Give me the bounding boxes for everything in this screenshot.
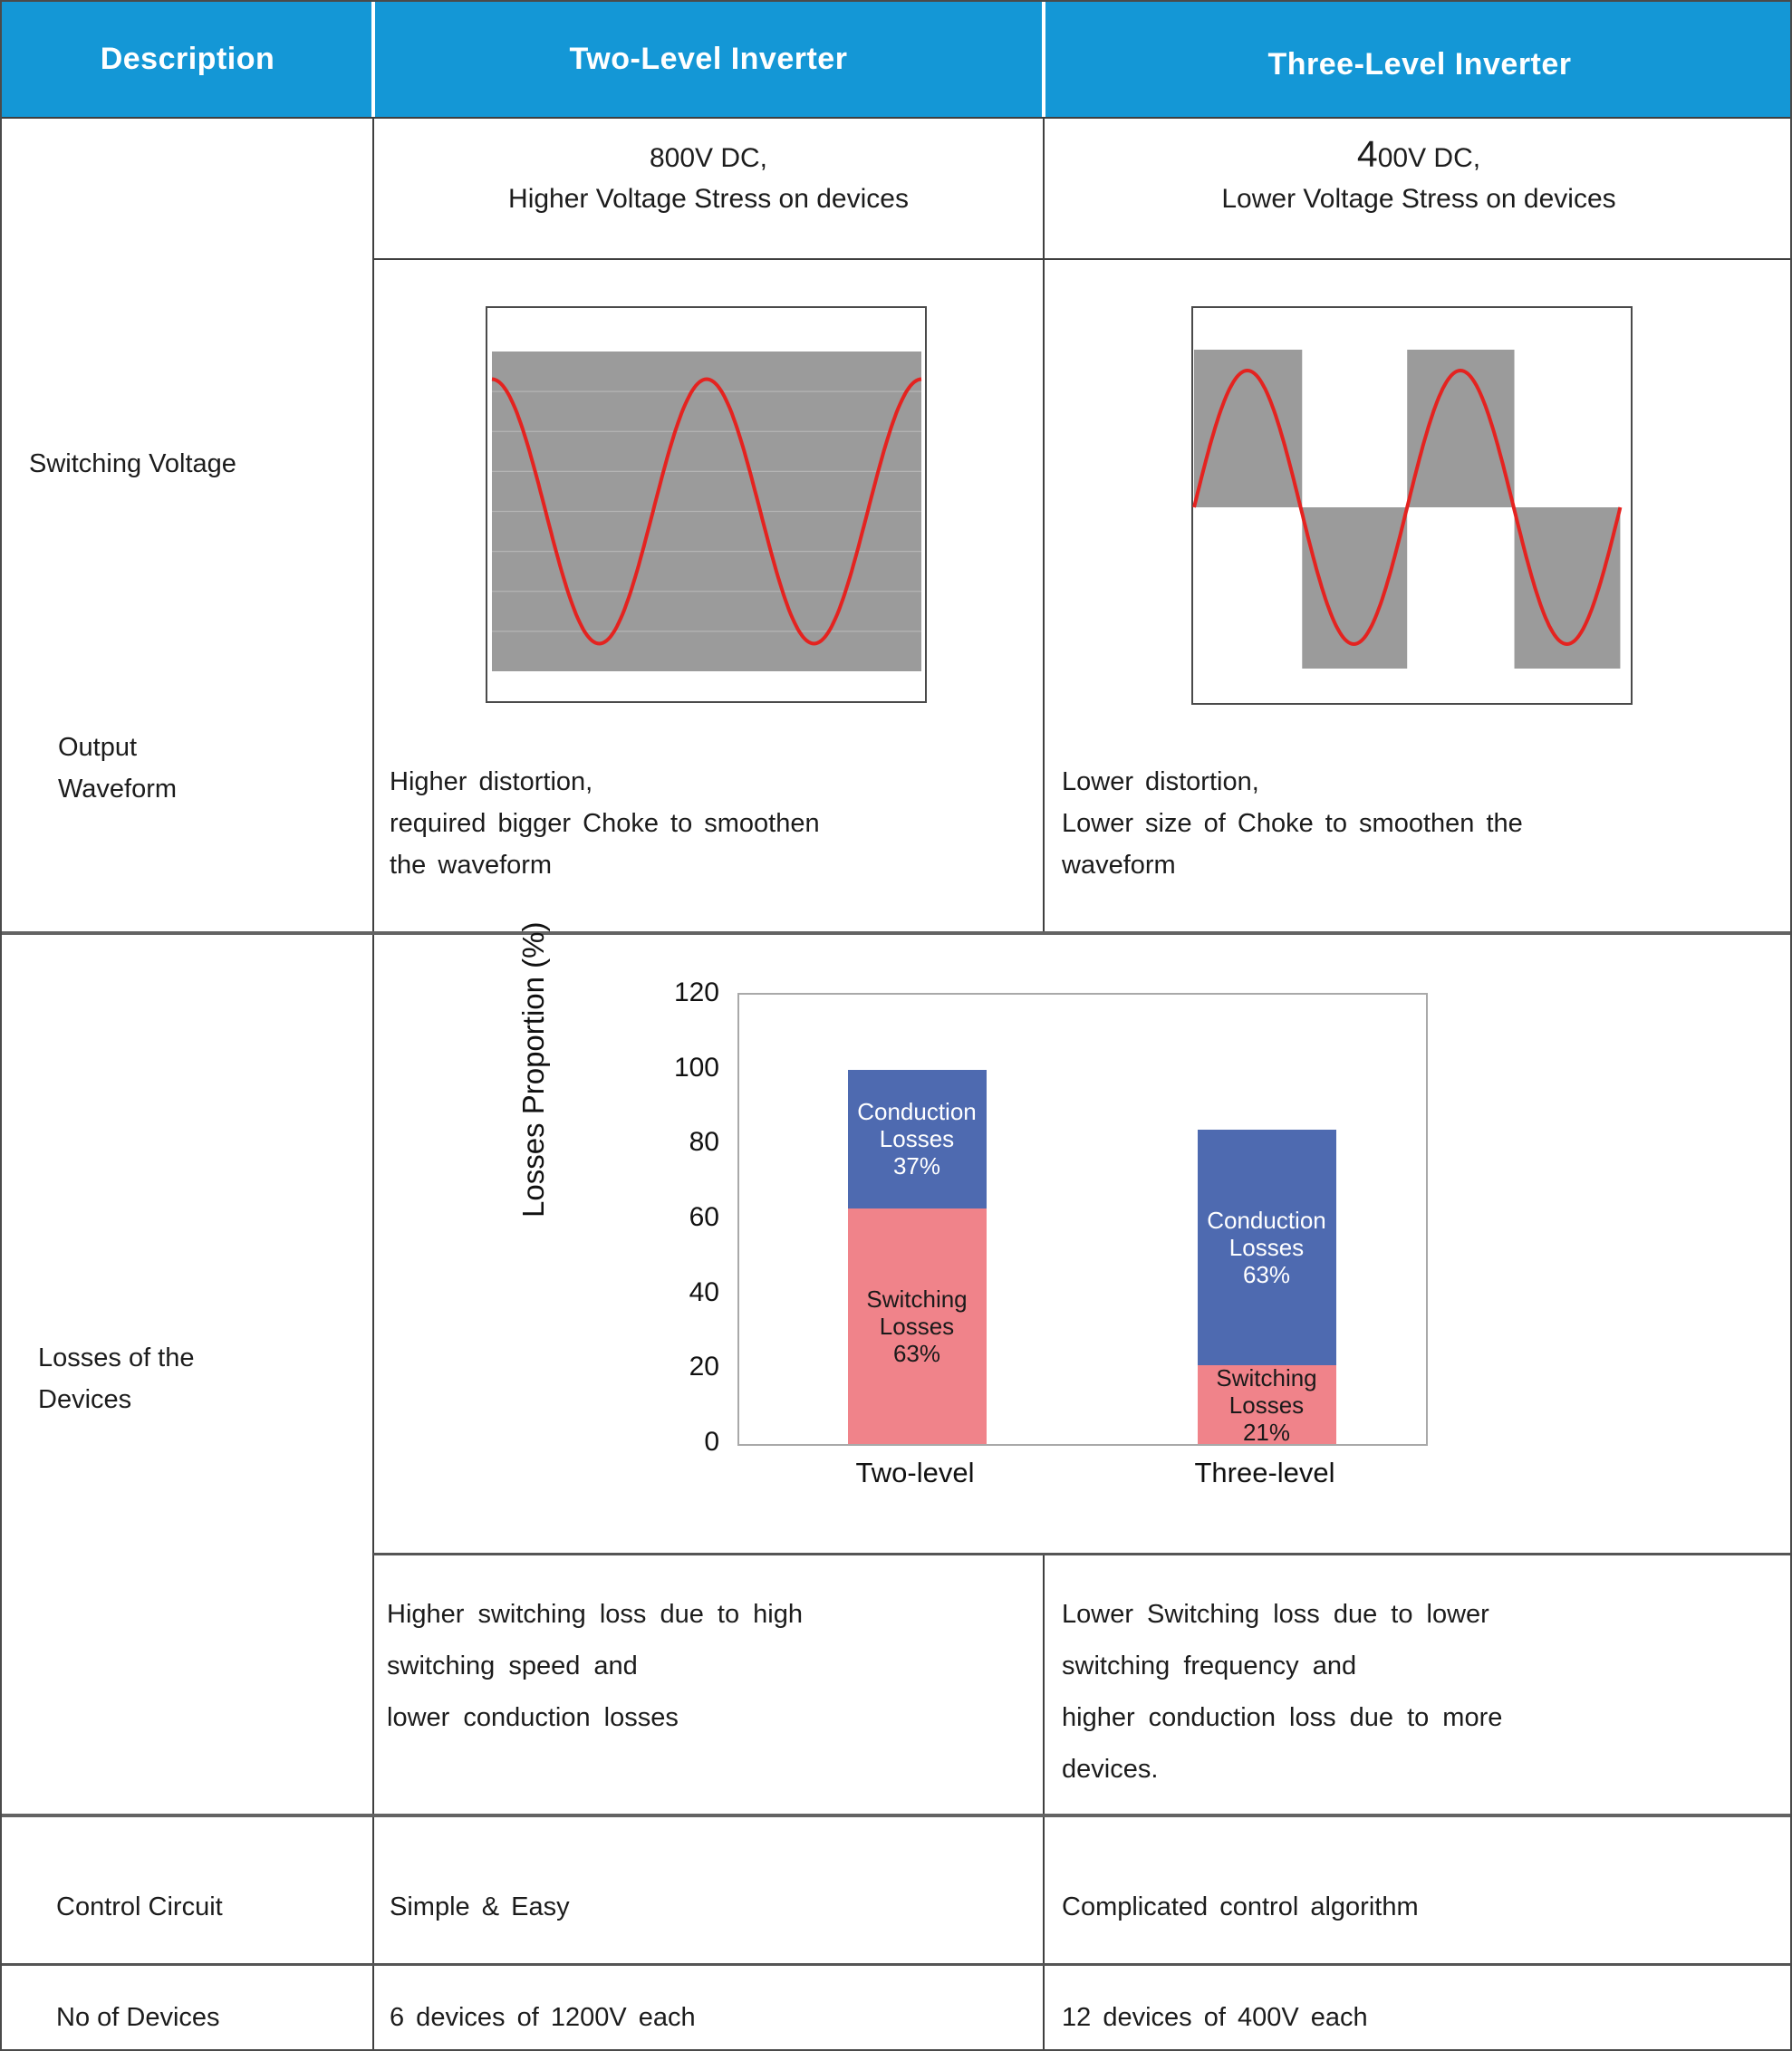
ow-three-line3: waveform [1062, 851, 1176, 880]
row-label-output-line1: Output [58, 733, 138, 762]
two-level-switching-losses-segment: Switching Losses 63% [847, 1208, 987, 1444]
header-two-level: Two-Level Inverter [569, 42, 848, 76]
row-divider-control [2, 1814, 1790, 1817]
header-cell-description-bg [2, 2, 371, 117]
bar-segment-label-line: 63% [892, 1339, 941, 1367]
output-waveform-three-level-text: Lower distortion, Lower size of Choke to… [1062, 761, 1768, 886]
header-bottom-border [2, 117, 1790, 119]
row-label-losses-line2: Devices [38, 1385, 132, 1414]
row-label-output-waveform: Output Waveform [58, 727, 177, 810]
two-level-waveform-plot [486, 306, 927, 703]
bar-segment-label-line: 63% [1242, 1261, 1291, 1288]
control-circuit-three-level: Complicated control algorithm [1062, 1892, 1419, 1921]
row-label-no-of-devices: No of Devices [56, 2003, 220, 2032]
bar-segment-label-line: Conduction [857, 1098, 977, 1126]
bar-segment-label-line: 37% [892, 1152, 941, 1180]
losses-chart-plot-area: Switching Losses 63% Conduction Losses 37% Swi… [737, 993, 1428, 1446]
no-of-devices-two-level: 6 devices of 1200V each [390, 2003, 696, 2032]
col-divider-2-upper [1043, 119, 1045, 931]
bar-segment-label-line: Losses [1228, 1234, 1305, 1261]
category-label-three-level: Three-level [1194, 1457, 1335, 1488]
bar-segment-label-line: Switching [1216, 1363, 1317, 1391]
ow-two-line3: the waveform [390, 851, 553, 880]
bar-segment-label-line: Losses [1228, 1391, 1305, 1419]
three-level-sine-output [1192, 368, 1623, 647]
three-level-positive-block-1 [1194, 350, 1303, 507]
losses-three-line4: devices. [1062, 1755, 1159, 1784]
two-level-conduction-losses-segment: Conduction Losses 37% [847, 1069, 987, 1208]
col-divider-1 [372, 119, 374, 2049]
losses-three-level-text: Lower Switching loss due to lower switch… [1062, 1589, 1768, 1796]
voltage-three-level-rest: 00V DC, [1377, 143, 1481, 173]
voltage-three-level-line1: 400V DC, [1044, 133, 1790, 178]
losses-three-line2: switching frequency and [1062, 1651, 1357, 1680]
y-tick-20: 20 [689, 1352, 719, 1382]
row-divider-losses-top [2, 931, 1790, 935]
three-level-negative-block-2 [1514, 507, 1621, 669]
voltage-desc-two-level: 800V DC, Higher Voltage Stress on device… [373, 138, 1044, 219]
losses-three-line3: higher conduction loss due to more [1062, 1703, 1503, 1732]
voltage-two-level-line1: 800V DC, [649, 143, 768, 173]
bar-segment-label-line: 21% [1242, 1418, 1291, 1446]
row-divider-voltage [373, 258, 1790, 260]
losses-two-line2: switching speed and [387, 1651, 638, 1680]
bar-segment-label-line: Losses [879, 1125, 955, 1153]
bar-segment-label-line: Switching [866, 1285, 968, 1313]
voltage-three-level-line2: Lower Voltage Stress on devices [1221, 184, 1616, 214]
bar-segment-label-line: Conduction [1207, 1207, 1326, 1234]
voltage-desc-three-level: 400V DC, Lower Voltage Stress on devices [1044, 133, 1790, 219]
header-description: Description [100, 42, 275, 76]
three-level-switching-losses-segment: Switching Losses 21% [1197, 1363, 1336, 1446]
row-label-control-circuit: Control Circuit [56, 1892, 223, 1921]
col-divider-2-lower [1043, 1553, 1045, 2049]
y-tick-40: 40 [689, 1276, 719, 1307]
ow-two-line2: required bigger Choke to smoothen [390, 809, 820, 838]
y-tick-120: 120 [673, 977, 719, 1007]
category-label-two-level: Two-level [855, 1457, 975, 1488]
y-tick-100: 100 [673, 1052, 719, 1083]
losses-two-line3: lower conduction losses [387, 1703, 679, 1732]
row-divider-devices [2, 1963, 1790, 1966]
voltage-three-level-prefix: 4 [1356, 133, 1378, 175]
row-label-losses: Losses of the Devices [38, 1337, 195, 1420]
three-level-negative-block-1 [1302, 507, 1408, 669]
losses-two-level-text: Higher switching loss due to high switch… [387, 1589, 1021, 1744]
header-three-level: Three-Level Inverter [1267, 47, 1572, 82]
control-circuit-two-level: Simple & Easy [390, 1892, 570, 1921]
ow-two-line1: Higher distortion, [390, 767, 593, 796]
losses-bar-chart: Losses Proportion (%) Switching Losses 63%… [373, 922, 1790, 1553]
ow-three-line2: Lower size of Choke to smoothen the [1062, 809, 1523, 838]
row-label-output-line2: Waveform [58, 775, 178, 804]
row-label-losses-line1: Losses of the [38, 1343, 195, 1372]
three-level-conduction-losses-segment: Conduction Losses 63% [1197, 1129, 1336, 1366]
two-level-sine-output [491, 377, 922, 646]
voltage-two-level-line2: Higher Voltage Stress on devices [508, 184, 909, 214]
losses-three-line1: Lower Switching loss due to lower [1062, 1600, 1489, 1629]
header-cell-two-level-bg [375, 2, 1042, 117]
y-tick-0: 0 [704, 1427, 719, 1457]
no-of-devices-three-level: 12 devices of 400V each [1062, 2003, 1368, 2032]
losses-two-line1: Higher switching loss due to high [387, 1600, 803, 1629]
three-level-positive-block-2 [1407, 350, 1515, 507]
row-label-switching-voltage: Switching Voltage [29, 449, 236, 478]
y-tick-60: 60 [689, 1202, 719, 1232]
three-level-waveform-plot [1191, 306, 1633, 705]
ow-three-line1: Lower distortion, [1062, 767, 1259, 796]
header-cell-three-level-bg [1045, 2, 1790, 117]
bar-segment-label-line: Losses [879, 1312, 955, 1340]
output-waveform-two-level-text: Higher distortion, required bigger Choke… [390, 761, 1033, 886]
y-tick-80: 80 [689, 1127, 719, 1158]
row-divider-chart-text [373, 1553, 1790, 1555]
